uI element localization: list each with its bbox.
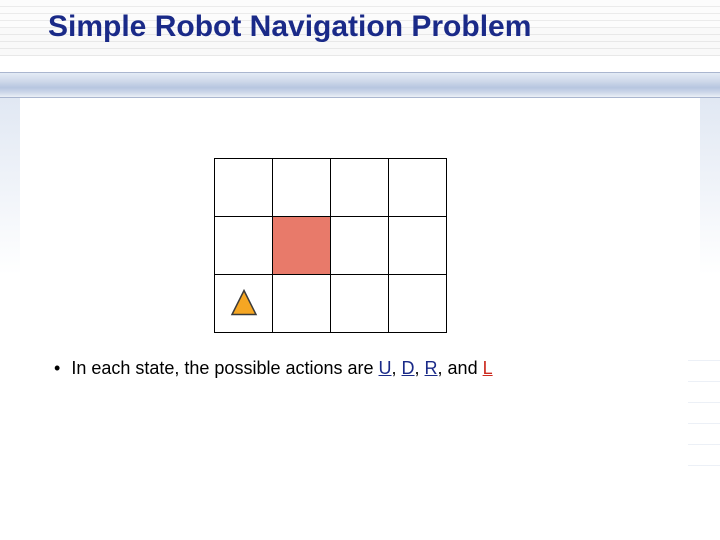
statement-actions: U, D, R, and L	[379, 358, 493, 378]
navigation-grid	[214, 158, 447, 333]
grid-cell	[215, 159, 273, 217]
left-edge-gradient	[0, 98, 20, 540]
statement-line: • In each state, the possible actions ar…	[54, 358, 493, 379]
grid-cell	[273, 159, 331, 217]
navigation-grid-container	[214, 158, 447, 333]
slide: Simple Robot Navigation Problem • In eac…	[0, 0, 720, 540]
grid-cell	[331, 159, 389, 217]
bullet-icon: •	[54, 358, 60, 378]
right-decorative-lines	[688, 340, 720, 480]
grid-cell	[389, 159, 447, 217]
action-l: L	[483, 358, 493, 378]
decorative-band	[0, 72, 720, 98]
grid-cell	[215, 217, 273, 275]
grid-cell	[331, 275, 389, 333]
action-separator: ,	[415, 358, 425, 378]
grid-cell	[389, 217, 447, 275]
slide-title: Simple Robot Navigation Problem	[48, 10, 531, 44]
action-r: R	[425, 358, 438, 378]
grid-cell	[215, 275, 273, 333]
grid-cell	[389, 275, 447, 333]
grid-cell	[331, 217, 389, 275]
action-d: D	[402, 358, 415, 378]
grid-cell	[273, 275, 331, 333]
grid-cell	[273, 217, 331, 275]
statement-prefix: In each state, the possible actions are	[71, 358, 378, 378]
action-separator: , and	[438, 358, 483, 378]
action-u: U	[379, 358, 392, 378]
robot-triangle-icon	[229, 287, 259, 317]
action-separator: ,	[392, 358, 402, 378]
